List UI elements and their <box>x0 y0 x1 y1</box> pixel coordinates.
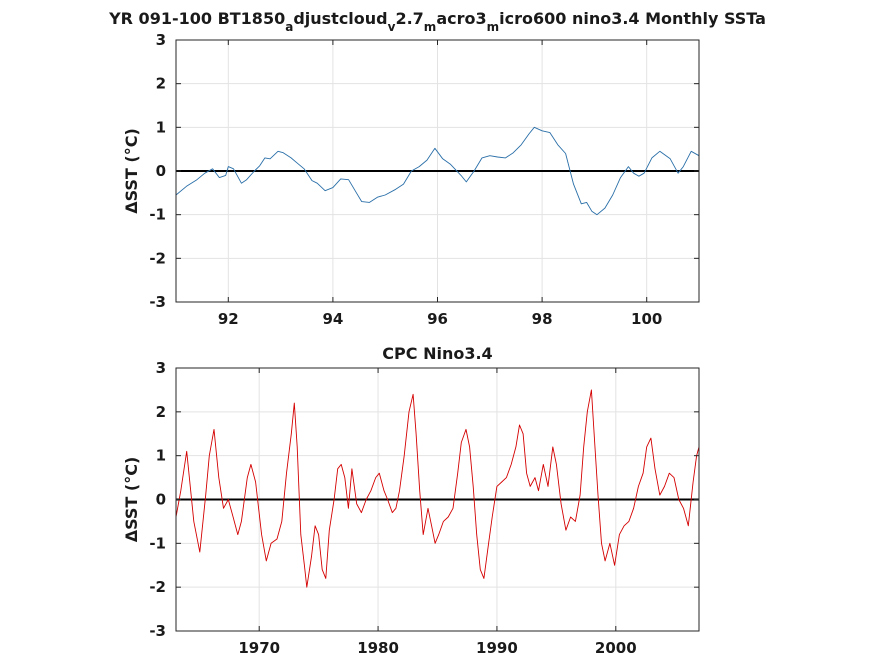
y-tick-label: 2 <box>156 403 166 421</box>
series-line <box>175 126 700 216</box>
y-tick-label: -3 <box>149 622 166 640</box>
x-tick-label: 94 <box>322 310 343 328</box>
y-axis-label: ΔSST (°C) <box>122 128 141 214</box>
cpc-nino34-chart: 1970 1980 1990 2000 -3 -2 -1 0 1 2 3 ΔSST (°C) CPC N… <box>122 344 700 656</box>
model-sst-chart: 92 94 96 98 100 -3 -2 -1 0 1 2 3 ΔSST (°C) YR 091-100… <box>108 9 766 328</box>
x-tick-label: 92 <box>218 310 239 328</box>
chart-title: CPC Nino3.4 <box>382 344 492 363</box>
title-segment: YR 091-100 BT1850 <box>108 9 285 28</box>
title-subscript: m <box>487 20 500 34</box>
y-tick-label: -2 <box>149 249 166 267</box>
title-segment: acro3 <box>436 9 486 28</box>
y-axis-label: ΔSST (°C) <box>122 457 141 543</box>
x-tick-label: 1990 <box>476 639 518 656</box>
series-line <box>175 389 700 588</box>
title-segment: icro600 nino3.4 Monthly SSTa <box>499 9 766 28</box>
x-tick-label: 1970 <box>238 639 280 656</box>
title-subscript: a <box>285 20 293 34</box>
x-tick-label: 96 <box>427 310 448 328</box>
y-tick-label: 0 <box>156 491 166 509</box>
x-tick-label: 1980 <box>357 639 399 656</box>
y-tick-label: 3 <box>156 359 166 377</box>
y-tick-label: -1 <box>149 534 166 552</box>
y-tick-label: -1 <box>149 206 166 224</box>
y-tick-label: -2 <box>149 578 166 596</box>
x-tick-label: 100 <box>631 310 662 328</box>
y-tick-label: 1 <box>156 118 166 136</box>
title-subscript: m <box>424 20 437 34</box>
title-subscript: v <box>388 20 396 34</box>
y-tick-label: 0 <box>156 162 166 180</box>
y-tick-label: 2 <box>156 75 166 93</box>
x-tick-label: 98 <box>532 310 553 328</box>
x-tick-label: 2000 <box>595 639 637 656</box>
title-segment: 2.7 <box>395 9 423 28</box>
y-tick-label: 3 <box>156 31 166 49</box>
y-tick-label: 1 <box>156 447 166 465</box>
title-segment: djustcloud <box>293 9 387 28</box>
y-tick-label: -3 <box>149 293 166 311</box>
chart-title: YR 091-100 BT1850adjustcloudv2.7macro3mi… <box>108 9 766 34</box>
